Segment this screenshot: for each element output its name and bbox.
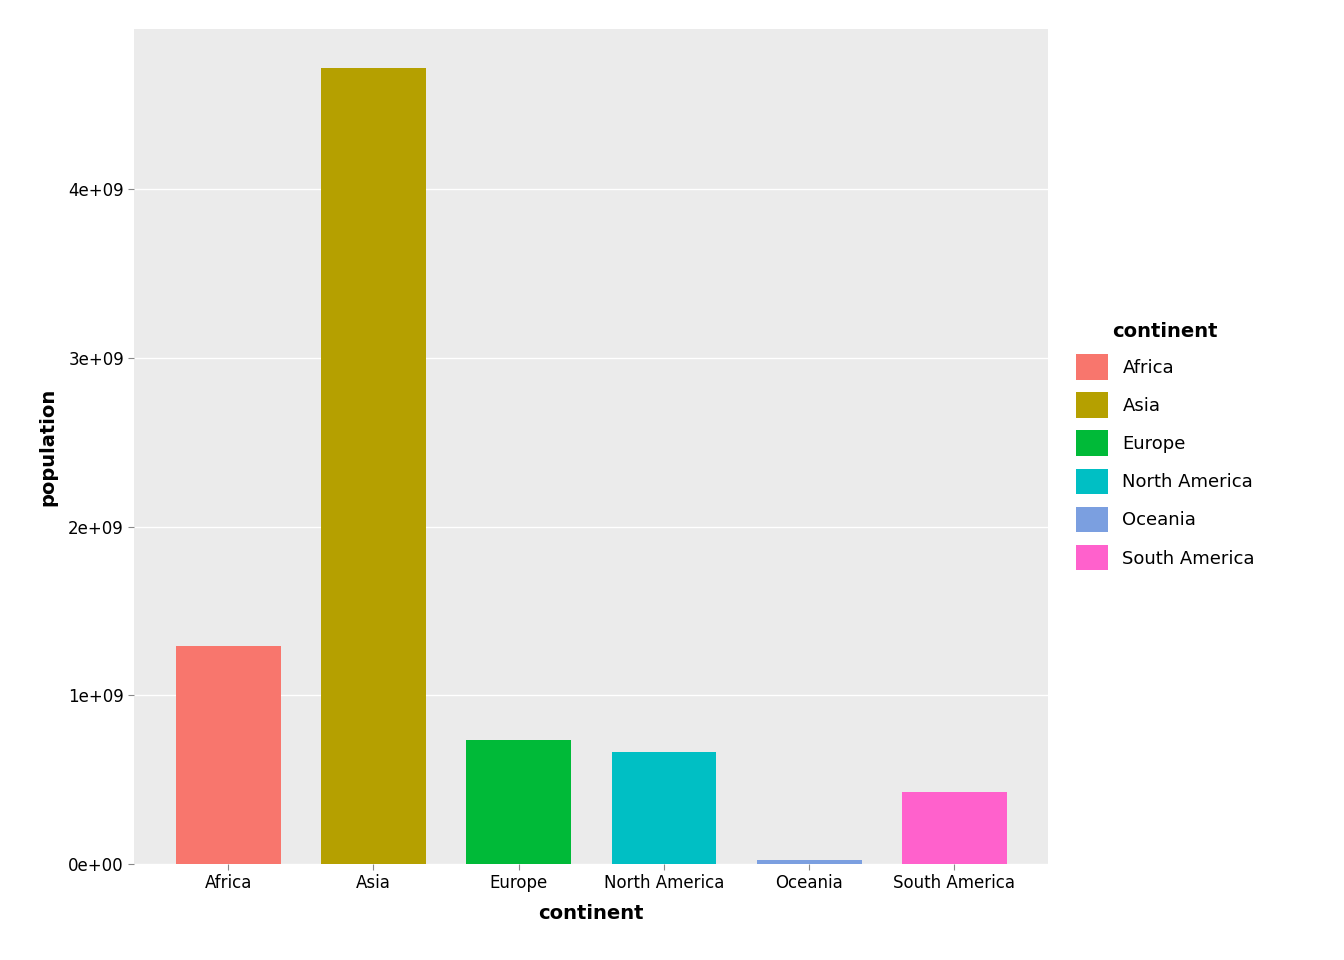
Bar	[321, 67, 426, 864]
X-axis label: continent: continent	[539, 903, 644, 923]
Legend: Africa, Asia, Europe, North America, Oceania, South America: Africa, Asia, Europe, North America, Oce…	[1067, 313, 1263, 580]
Bar	[176, 646, 281, 864]
Y-axis label: population: population	[38, 387, 58, 506]
Bar	[757, 860, 862, 864]
Bar	[612, 753, 716, 864]
Bar	[466, 740, 571, 864]
Bar	[902, 792, 1007, 864]
